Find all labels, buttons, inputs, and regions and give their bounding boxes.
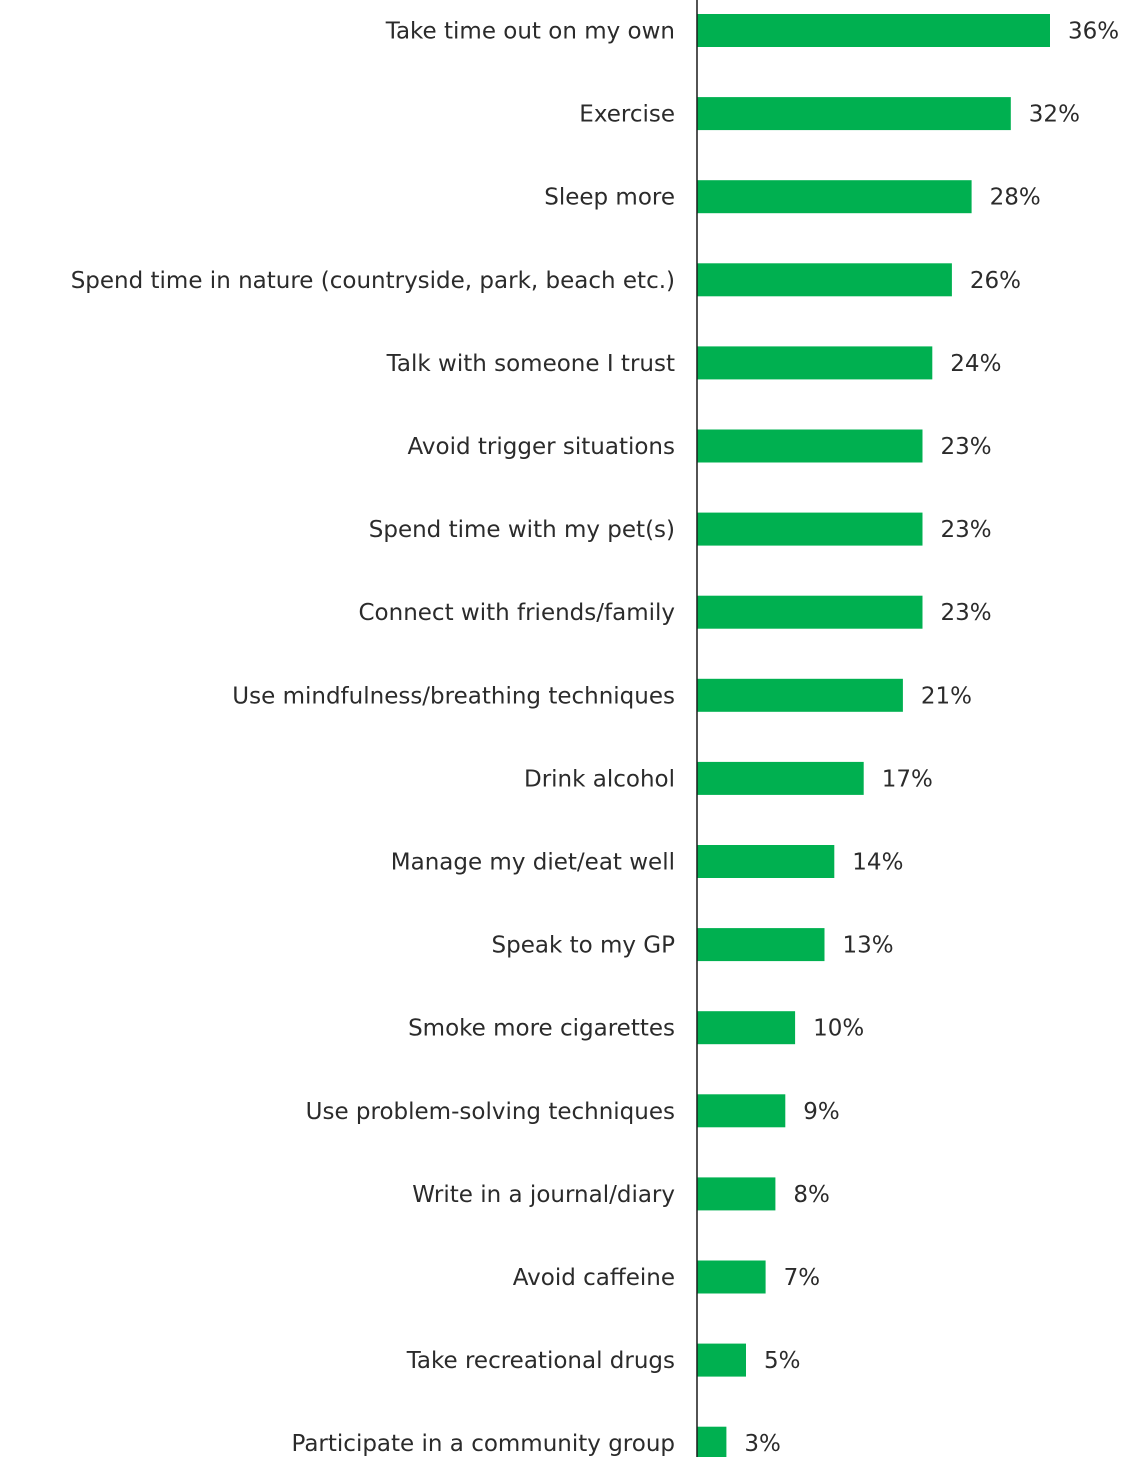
bar — [697, 1094, 786, 1128]
value-label: 14% — [852, 850, 903, 876]
bar — [697, 1426, 727, 1457]
value-label: 23% — [941, 517, 992, 543]
value-label: 13% — [843, 933, 894, 959]
category-label: Spend time in nature (countryside, park,… — [71, 268, 675, 294]
category-label: Take recreational drugs — [406, 1348, 675, 1374]
value-label: 7% — [784, 1265, 821, 1291]
category-label: Exercise — [579, 102, 675, 128]
bar — [697, 1011, 796, 1045]
category-label: Talk with someone I trust — [386, 351, 675, 377]
value-label: 9% — [803, 1099, 840, 1125]
value-label: 23% — [941, 600, 992, 626]
value-label: 5% — [764, 1348, 801, 1374]
bar — [697, 595, 923, 629]
bar — [697, 845, 835, 878]
bar — [697, 263, 952, 297]
value-label: 8% — [793, 1182, 830, 1208]
category-label: Sleep more — [544, 185, 675, 211]
category-label: Avoid caffeine — [513, 1265, 675, 1291]
bar — [697, 429, 923, 463]
bar — [697, 346, 933, 380]
value-label: 10% — [813, 1016, 864, 1042]
category-label: Use problem-solving techniques — [306, 1099, 675, 1125]
value-label: 21% — [921, 683, 972, 709]
bar — [697, 678, 903, 712]
category-label: Speak to my GP — [492, 933, 676, 959]
bar — [697, 761, 864, 795]
category-label: Drink alcohol — [524, 766, 675, 792]
value-label: 36% — [1068, 19, 1119, 45]
category-label: Connect with friends/family — [358, 600, 675, 626]
category-label: Spend time with my pet(s) — [369, 517, 675, 543]
bar — [697, 97, 1011, 131]
category-label: Avoid trigger situations — [408, 434, 675, 460]
value-label: 17% — [882, 766, 933, 792]
category-label: Take time out on my own — [385, 19, 675, 45]
category-label: Manage my diet/eat well — [391, 850, 675, 876]
bar — [697, 180, 972, 214]
value-label: 23% — [941, 434, 992, 460]
bar — [697, 14, 1050, 47]
bars-layer — [697, 14, 1050, 1457]
category-labels-layer: Take time out on my own Exercise Sleep mor… — [71, 19, 675, 1457]
value-label: 3% — [744, 1431, 781, 1457]
value-label: 28% — [990, 185, 1041, 211]
category-label: Write in a journal/diary — [412, 1182, 675, 1208]
bar — [697, 512, 923, 546]
bar — [697, 1260, 766, 1294]
value-label: 32% — [1029, 102, 1080, 128]
category-label: Smoke more cigarettes — [408, 1016, 675, 1042]
value-label: 26% — [970, 268, 1021, 294]
bar — [697, 928, 825, 962]
value-label: 24% — [950, 351, 1001, 377]
category-label: Participate in a community group — [292, 1431, 676, 1457]
value-labels-layer: 36% 32% 28% 26% 24% 23% 23% 23% 21% 17% 14% 13% 10% 9… — [744, 19, 1119, 1457]
category-label: Use mindfulness/breathing techniques — [232, 683, 675, 709]
bar — [697, 1177, 776, 1211]
bar — [697, 1343, 746, 1377]
